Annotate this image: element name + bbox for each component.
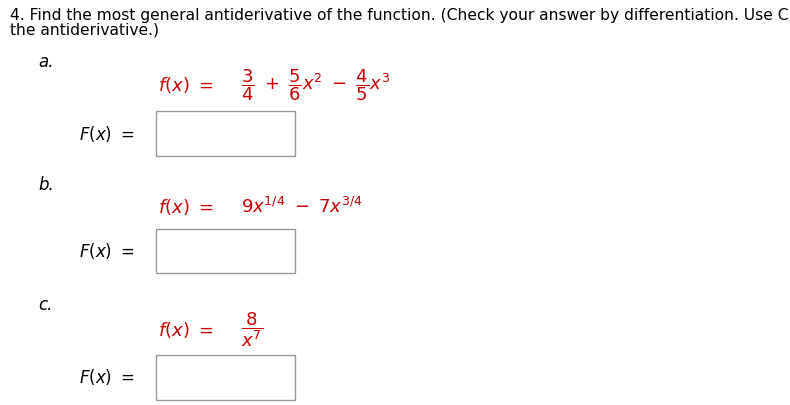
Text: $\it{f}(\it{x})\ =$: $\it{f}(\it{x})\ =$ (158, 196, 213, 217)
FancyBboxPatch shape (156, 229, 295, 273)
Text: $9x^{1/4}\ -\ 7x^{3/4}$: $9x^{1/4}\ -\ 7x^{3/4}$ (241, 196, 363, 217)
Text: $\it{F}(\it{x})\ =$: $\it{F}(\it{x})\ =$ (79, 124, 134, 144)
Text: $\it{F}(\it{x})\ =$: $\it{F}(\it{x})\ =$ (79, 241, 134, 261)
Text: $\it{f}(\it{x})\ =$: $\it{f}(\it{x})\ =$ (158, 75, 213, 95)
Text: c.: c. (38, 296, 52, 313)
Text: $\it{f}(\it{x})\ =$: $\it{f}(\it{x})\ =$ (158, 320, 213, 340)
Text: $\dfrac{8}{x^{7}}$: $\dfrac{8}{x^{7}}$ (241, 311, 263, 350)
Text: the antiderivative.): the antiderivative.) (10, 22, 160, 37)
Text: $\it{F}(\it{x})\ =$: $\it{F}(\it{x})\ =$ (79, 367, 134, 388)
FancyBboxPatch shape (156, 355, 295, 400)
FancyBboxPatch shape (156, 111, 295, 156)
Text: 4. Find the most general antiderivative of the function. (Check your answer by d: 4. Find the most general antiderivative … (10, 8, 790, 23)
Text: b.: b. (38, 176, 54, 194)
Text: $\dfrac{3}{4}\ +\ \dfrac{5}{6}x^{2}\ -\ \dfrac{4}{5}x^{3}$: $\dfrac{3}{4}\ +\ \dfrac{5}{6}x^{2}\ -\ … (241, 67, 390, 103)
Text: a.: a. (38, 53, 54, 70)
